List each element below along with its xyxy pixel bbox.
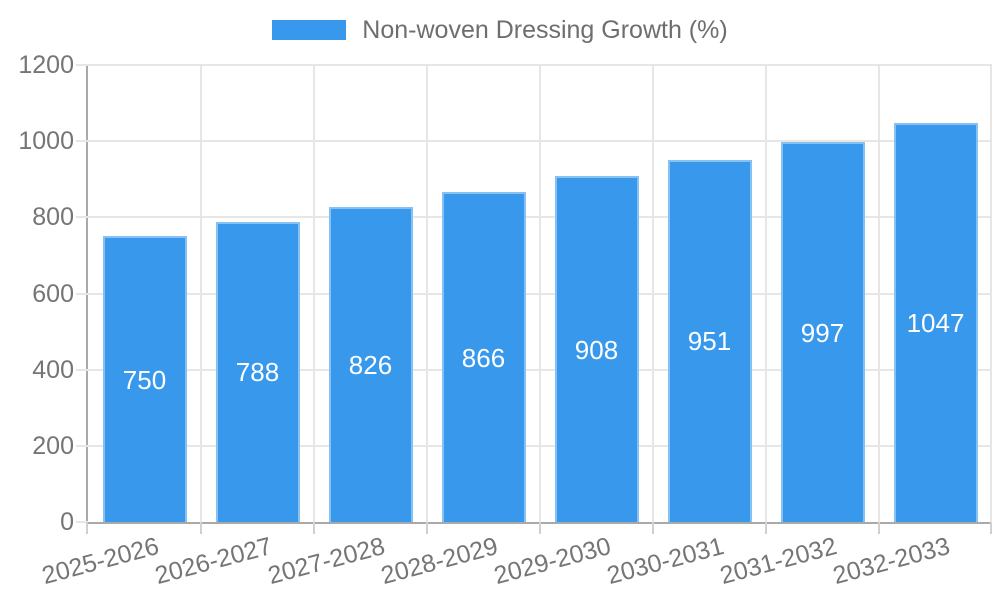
x-axis-tick-label: 2025-2026 xyxy=(39,532,162,590)
bar-value-label: 750 xyxy=(122,364,167,395)
bar[interactable]: 826 xyxy=(328,207,413,522)
x-gridline xyxy=(539,65,541,522)
bar[interactable]: 1047 xyxy=(893,123,978,522)
x-gridline xyxy=(426,65,428,522)
x-axis-tick-label: 2027-2028 xyxy=(265,532,388,590)
x-gridline xyxy=(765,65,767,522)
x-gridline xyxy=(313,65,315,522)
x-tick-mark xyxy=(878,522,880,534)
x-tick-mark xyxy=(990,522,992,534)
y-axis-tick-label: 800 xyxy=(32,203,74,232)
y-gridline xyxy=(76,140,992,143)
x-gridline xyxy=(878,65,880,522)
y-gridline xyxy=(76,292,992,295)
y-axis-tick-label: 1000 xyxy=(18,127,74,156)
y-axis-tick-label: 1200 xyxy=(18,51,74,79)
y-axis-tick-label: 600 xyxy=(32,279,74,308)
plot-area: 750 788 826 866 908 951 997 1047 xyxy=(76,64,992,534)
bar-value-label: 997 xyxy=(800,317,845,348)
bar-value-label: 826 xyxy=(348,350,393,381)
y-tick-mark xyxy=(76,521,88,523)
x-tick-mark xyxy=(86,522,88,534)
legend-swatch-icon xyxy=(272,20,347,40)
x-gridline xyxy=(200,65,202,522)
x-axis-tick-label: 2030-2031 xyxy=(604,532,727,590)
bar-value-label: 951 xyxy=(687,326,732,357)
x-tick-mark xyxy=(652,522,654,534)
legend-label: Non-woven Dressing Growth (%) xyxy=(362,15,728,44)
bar[interactable]: 951 xyxy=(667,159,752,522)
y-axis-tick-label: 200 xyxy=(32,431,74,460)
x-tick-mark xyxy=(539,522,541,534)
x-tick-mark xyxy=(765,522,767,534)
legend[interactable]: Non-woven Dressing Growth (%) xyxy=(0,15,1000,45)
bar[interactable]: 997 xyxy=(780,142,865,522)
bar-value-label: 788 xyxy=(235,357,280,388)
bar[interactable]: 788 xyxy=(215,221,300,522)
x-axis-tick-label: 2028-2029 xyxy=(378,532,501,590)
bar[interactable]: 908 xyxy=(554,176,639,522)
y-gridline xyxy=(76,64,992,66)
y-gridline xyxy=(76,368,992,371)
x-axis-tick-label: 2032-2033 xyxy=(830,532,953,590)
bar-value-label: 908 xyxy=(574,334,619,365)
bar-value-label: 866 xyxy=(461,342,506,373)
y-axis-tick-label: 400 xyxy=(32,355,74,384)
x-gridline xyxy=(652,65,654,522)
x-axis-tick-label: 2029-2030 xyxy=(491,532,614,590)
y-gridline xyxy=(76,216,992,219)
x-gridline xyxy=(990,65,992,522)
x-axis-tick-label: 2026-2027 xyxy=(152,532,275,590)
bar-value-label: 1047 xyxy=(906,308,965,339)
x-tick-mark xyxy=(313,522,315,534)
y-axis-tick-label: 0 xyxy=(60,508,74,536)
x-tick-mark xyxy=(426,522,428,534)
bar[interactable]: 866 xyxy=(441,192,526,522)
y-axis-line xyxy=(86,65,88,524)
x-axis-tick-label: 2031-2032 xyxy=(717,532,840,590)
x-tick-mark xyxy=(200,522,202,534)
bar[interactable]: 750 xyxy=(102,236,187,522)
y-gridline xyxy=(76,444,992,447)
